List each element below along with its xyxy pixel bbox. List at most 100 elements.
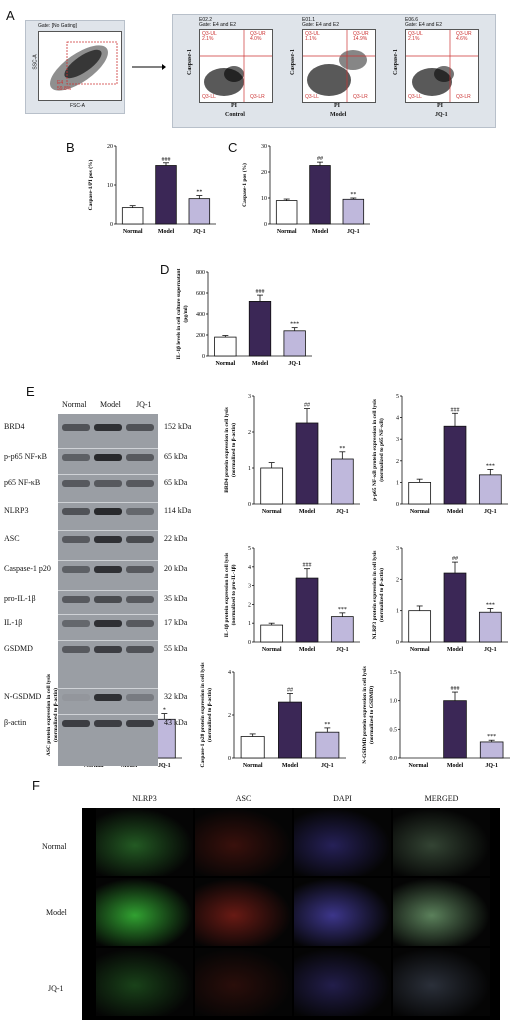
significance-label: ** [339, 446, 345, 452]
quadrant-ul-label: Q3-UL [305, 31, 320, 37]
category-label: Model [282, 763, 299, 769]
y-tick-label: 0.5 [390, 727, 398, 733]
y-tick-label: 0 [202, 354, 205, 360]
quadrant-ul-pct: 2.1% [408, 36, 420, 42]
category-label: Normal [262, 509, 282, 515]
if-image-normal-asc [195, 808, 292, 876]
gate-y-axis: SSC-A [32, 54, 39, 70]
bar-chart-caspase1: 0 2 4 Normal ## Model ** JQ-1 Caspase-1 p20 prot… [200, 663, 346, 769]
quadrant-ll-label: Q3-LL [408, 94, 422, 100]
blot-band [94, 720, 122, 727]
quadrant-ur-label: Q3-UR [456, 31, 472, 37]
y-tick-label: 2 [396, 459, 399, 465]
y-tick-label: 4 [248, 565, 251, 571]
if-image-model-merged [393, 878, 490, 946]
blot-band [62, 596, 90, 603]
bar-model [248, 301, 272, 357]
blot-label-row: GSDMD [4, 644, 33, 653]
kda-label: 65 kDa [164, 478, 188, 487]
blot-band [94, 508, 122, 515]
blot-strip-divider [58, 590, 158, 591]
y-axis-label: Caspase-1 p20 protein expression in cell… [200, 663, 206, 768]
category-label: JQ-1 [288, 361, 301, 367]
panel-label-d: D [160, 262, 170, 277]
y-axis-label: Caspase-1 pos (%) [241, 163, 248, 207]
y-axis-label: Caspase-1/PI pos (%) [87, 159, 94, 210]
category-label: Normal [243, 763, 263, 769]
blot-strip-divider [58, 640, 158, 641]
blot-band [94, 480, 122, 487]
y-tick-label: 600 [196, 291, 205, 297]
blot-band [94, 424, 122, 431]
bar-normal [408, 610, 432, 643]
blot-label-row: ASC [4, 534, 20, 543]
if-image-model-nlrp3 [96, 878, 193, 946]
lane-header-model: Model [100, 400, 121, 409]
bar-chart-il1b: 0 1 2 3 4 5 Normal ### Model *** JQ-1 IL-1β protein… [224, 546, 360, 653]
if-image-jq1-dapi [294, 948, 391, 1016]
condition-label: Model [330, 112, 347, 118]
bar-jq1 [283, 330, 306, 357]
blot-band [94, 620, 122, 627]
significance-label: ** [324, 722, 330, 728]
if-image-model-asc [195, 878, 292, 946]
blot-band [126, 620, 154, 627]
category-label: Model [447, 509, 464, 515]
lane-header-normal: Normal [62, 400, 87, 409]
blot-band [94, 596, 122, 603]
blot-band [126, 424, 154, 431]
gate-label: E4 [57, 80, 64, 86]
bar-model [278, 701, 302, 759]
quadrant-ul-pct: 2.1% [202, 36, 214, 42]
quadrant-plot-jq1: E06.6 Gate: E4 and E2 Q3-UL 2.1% Q3-UR 4… [393, 15, 497, 125]
significance-label: *** [338, 607, 347, 613]
if-image-normal-dapi [294, 808, 391, 876]
gating-window: Gate: [No Gating] E4 59.8% SSC-A FSC-A [25, 20, 125, 114]
y-tick-label: 2 [228, 713, 231, 719]
significance-label: ## [287, 688, 293, 694]
significance-label: *** [487, 734, 496, 740]
bar-jq1 [330, 458, 354, 505]
kda-label: 65 kDa [164, 452, 188, 461]
category-label: JQ-1 [158, 763, 171, 769]
kda-label: 32 kDa [164, 692, 188, 701]
plot-id: E01.1 [302, 17, 316, 23]
gating-scatter-plot: E4 59.8% [38, 31, 122, 101]
bar-normal [260, 467, 284, 505]
y-tick-label: 1 [396, 609, 399, 615]
category-label: JQ-1 [193, 229, 206, 235]
blot-band [126, 646, 154, 653]
panel-label-c: C [228, 140, 238, 155]
blot-strip-divider [58, 614, 158, 615]
significance-label: *** [486, 463, 495, 469]
significance-label: ### [162, 157, 171, 163]
blot-label-row: p65 NF-κB [4, 478, 41, 487]
quadrant-ul-pct: 1.1% [305, 36, 317, 42]
quadrant-ur-label: Q3-UR [353, 31, 369, 37]
category-label: Normal [84, 763, 104, 769]
if-image-jq1-asc [195, 948, 292, 1016]
category-label: Model [299, 647, 316, 653]
y-tick-label: 5 [396, 394, 399, 400]
kda-label: 35 kDa [164, 594, 188, 603]
blot-strip-divider [58, 474, 158, 475]
blot-label-row: BRD4 [4, 422, 25, 431]
quadrant-plot-control: E02.2 Gate: E4 and E2 Q3-UL 2.1% Q3-UR 4… [187, 15, 291, 125]
blot-band [62, 694, 90, 701]
significance-label: ** [196, 190, 202, 196]
category-label: Model [252, 361, 269, 367]
bar-model [309, 165, 331, 225]
y-axis-label: N-GSDMD protein expression in cell lysis [362, 666, 368, 763]
blot-protein-labels: BRD4 p-p65 NF-κB p65 NF-κB NLRP3 ASC Caspase-… [4, 414, 58, 764]
y-tick-label: 1.5 [390, 670, 398, 676]
blot-label-row: β-actin [4, 718, 27, 727]
y-tick-label: 3 [396, 437, 399, 443]
scatter-core [64, 49, 102, 79]
kda-label: 22 kDa [164, 534, 188, 543]
blot-band [126, 694, 154, 701]
if-row-label-jq1: JQ-1 [48, 984, 64, 993]
blot-strip-divider [58, 448, 158, 449]
y-axis-label: IL-1β levels in cell culture supernatant [176, 269, 182, 360]
quadrant-lr-label: Q3-LR [353, 94, 368, 100]
panel-label-a: A [6, 8, 15, 23]
